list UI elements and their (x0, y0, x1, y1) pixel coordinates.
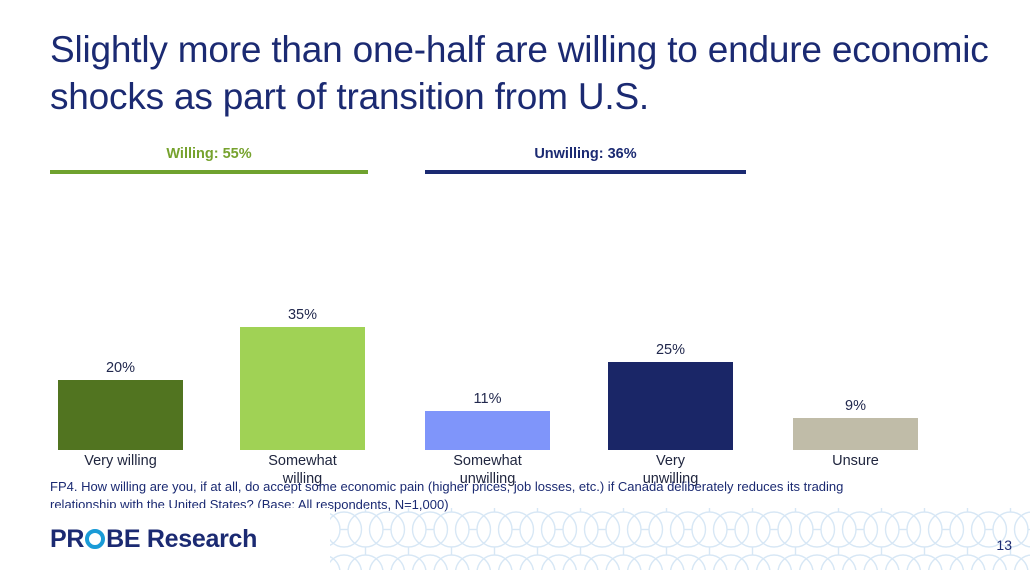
logo-o-ring-icon (85, 529, 106, 549)
bar-column: 9% (793, 250, 918, 450)
x-axis-label: Somewhat willing (268, 453, 337, 487)
bar-column: 25% (608, 250, 733, 450)
bar-rect (793, 418, 918, 450)
bar-value-label: 11% (473, 391, 502, 408)
bar-value-label: 20% (105, 359, 136, 376)
x-axis-label: Very willing (84, 453, 157, 469)
footer-logo-backdrop (0, 508, 330, 570)
bar-somewhat-willing[interactable]: 35% (240, 307, 365, 450)
slide-footer: PR BE Research 13 (0, 508, 1030, 570)
bar-column: 11% (425, 250, 550, 450)
logo-text-post: BE Research (106, 525, 258, 553)
legend-rule-unwilling (425, 170, 746, 174)
bar-value-label: 35% (287, 306, 318, 323)
page-number: 13 (996, 537, 1012, 553)
page-title: Slightly more than one-half are willing … (50, 29, 989, 118)
bar-value-label: 25% (655, 341, 686, 358)
x-axis-label: Very unwilling (642, 453, 699, 487)
bar-value-label: 9% (845, 398, 866, 415)
bar-column: 35% (240, 250, 365, 450)
bar-chart-plot: 20% 35% 11% 25% 9% (0, 250, 1030, 450)
x-axis-label: Somewhat unwilling (453, 453, 522, 487)
legend-group-willing: Willing: 55% (50, 145, 368, 174)
legend: Willing: 55% Unwilling: 36% (0, 145, 1030, 185)
bar-rect (58, 379, 183, 450)
bar-unsure[interactable]: 9% (793, 398, 918, 450)
bar-rect (240, 326, 365, 450)
bar-somewhat-unwilling[interactable]: 11% (425, 391, 550, 450)
bar-column: 20% (58, 250, 183, 450)
x-axis-labels: Very willing Somewhat willing Somewhat unwil… (0, 452, 1030, 502)
bar-rect (425, 411, 550, 450)
x-axis-label: Unsure (832, 453, 879, 469)
bar-rect (608, 361, 733, 450)
legend-label-unwilling: Unwilling: 36% (534, 146, 637, 162)
bar-very-willing[interactable]: 20% (58, 360, 183, 450)
legend-group-unwilling: Unwilling: 36% (425, 145, 746, 174)
bar-very-unwilling[interactable]: 25% (608, 342, 733, 450)
logo-text-pre: PR (50, 525, 85, 553)
probe-research-logo: PR BE Research (50, 524, 257, 554)
legend-rule-willing (50, 170, 368, 174)
legend-label-willing: Willing: 55% (166, 146, 252, 162)
